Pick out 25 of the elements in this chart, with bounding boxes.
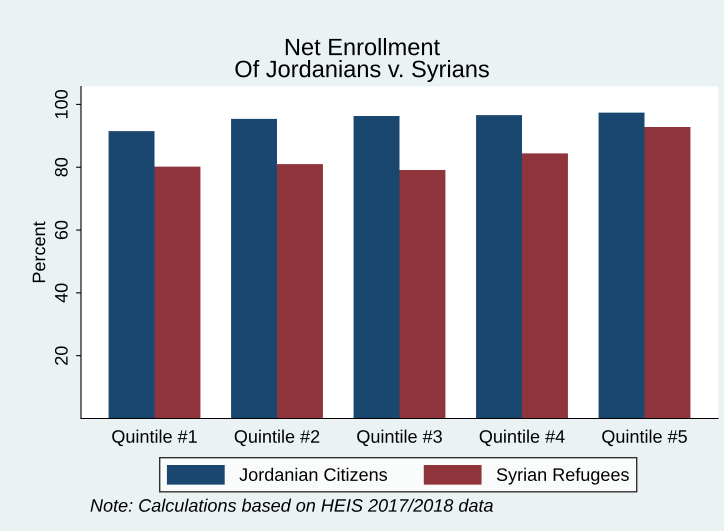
x-tick-label: Quintile #2	[234, 430, 320, 446]
bar	[522, 153, 568, 418]
y-tick-label: 40	[54, 284, 68, 302]
text: Note: Calculations based on HEIS 2017/2018 data	[90, 498, 493, 512]
bar	[476, 115, 522, 418]
x-tick-label: Quintile #3	[357, 430, 442, 446]
bar	[354, 116, 400, 418]
bar	[154, 166, 200, 418]
legend-label: Syrian Refugees	[496, 468, 629, 485]
x-tick-label: Quintile #5	[602, 430, 687, 446]
x-tick-label: Quintile #1	[112, 430, 197, 446]
bar	[598, 112, 644, 418]
y-tick-label: 20	[54, 346, 68, 365]
y-tick-label: 80	[54, 158, 68, 176]
y-tick-label: 60	[54, 220, 68, 240]
bar	[277, 164, 323, 418]
chart-title: Net Enrollment Of Jordanians v. Syrians	[235, 38, 489, 82]
x-tick-label: Quintile #4	[480, 430, 565, 446]
bar	[231, 118, 277, 418]
legend-label: Jordanian Citizens	[239, 468, 388, 482]
y-axis-title: Percent	[32, 222, 46, 282]
bar	[644, 127, 690, 418]
y-tick-label: 100	[54, 90, 68, 118]
bar	[400, 170, 446, 418]
bar	[108, 131, 154, 418]
